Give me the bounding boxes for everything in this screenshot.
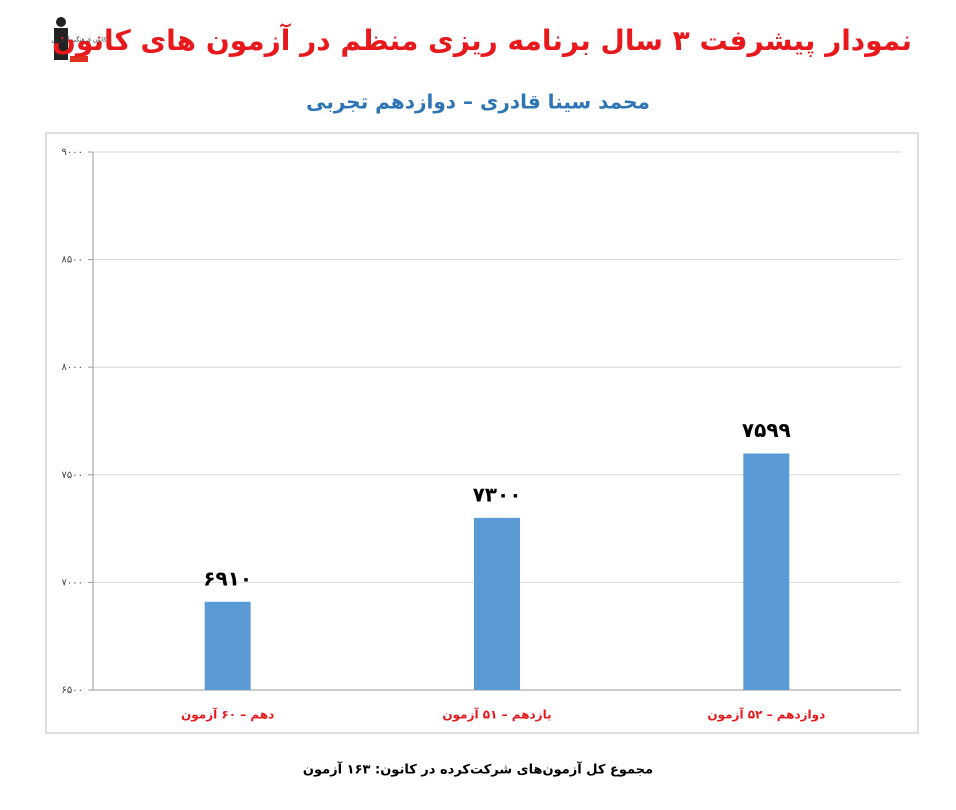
logo: کانون فرهنگی آموزش [46,14,107,64]
logo-head [56,17,66,27]
x-tick-label: یازدهم – ۵۱ آزمون [442,707,551,723]
x-tick-label: دهم – ۶۰ آزمون [181,707,274,723]
value-label: ۷۵۹۹ [742,418,791,442]
chart-frame [45,132,919,734]
value-label: ۷۳۰۰ [473,482,522,506]
y-tick-label: ۸۵۰۰ [62,255,83,266]
chart-subtitle: محمد سینا قادری – دوازدهم تجربی [306,90,650,114]
value-label: ۶۹۱۰ [203,566,252,590]
y-tick-label: ۶۵۰۰ [62,685,83,696]
y-tick-label: ۹۰۰۰ [62,147,83,158]
y-tick-label: ۸۰۰۰ [62,362,83,373]
y-tick-label: ۷۵۰۰ [62,470,83,481]
y-tick-label: ۷۰۰۰ [62,577,83,588]
x-tick-label: دوازدهم – ۵۲ آزمون [707,707,825,723]
bar [204,601,251,690]
bar [743,453,790,690]
logo-figure [54,28,68,60]
logo-text: کانون فرهنگی آموزش [51,35,106,44]
bar [474,517,520,690]
logo-badge [70,56,88,62]
footnote: مجموع کل آزمون‌های شرکت‌کرده در کانون: ۱… [303,761,653,778]
chart-title: نمودار پیشرفت ۳ سال برنامه ریزی منظم در … [52,23,912,57]
